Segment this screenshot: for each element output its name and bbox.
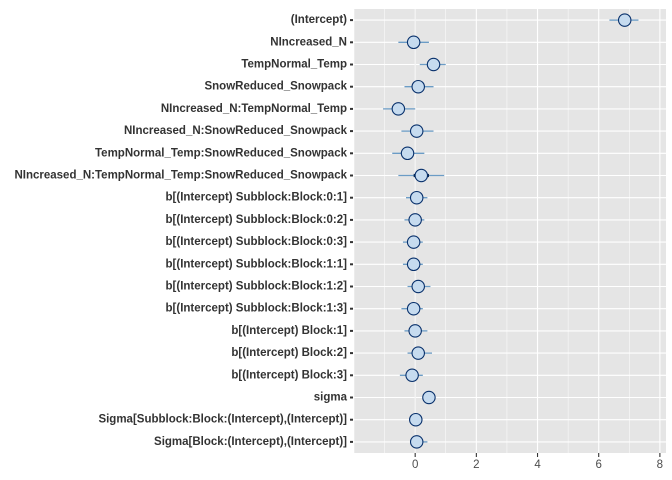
y-tick-label: b[(Intercept) Block:1] bbox=[231, 325, 347, 337]
point-estimate bbox=[409, 190, 424, 205]
y-tick-label: sigma bbox=[314, 392, 348, 404]
y-tick-label: b[(Intercept) Subblock:Block:0:1] bbox=[166, 192, 348, 204]
x-tick-label: 8 bbox=[657, 459, 663, 471]
x-tick-label: 2 bbox=[473, 459, 479, 471]
point-estimate bbox=[411, 79, 425, 94]
point-estimate bbox=[414, 168, 429, 183]
point-estimate bbox=[406, 301, 421, 316]
y-axis: (Intercept) NIncreased_N TempNormal_Temp Sn… bbox=[14, 14, 353, 448]
point-estimate bbox=[400, 146, 415, 161]
y-tick-label: TempNormal_Temp bbox=[241, 59, 347, 71]
point-estimate bbox=[411, 279, 425, 294]
y-tick-label: b[(Intercept) Subblock:Block:1:3] bbox=[166, 303, 348, 315]
y-tick-label: b[(Intercept) Subblock:Block:1:1] bbox=[166, 258, 348, 270]
point-estimate bbox=[405, 368, 419, 383]
y-tick-label: Sigma[Block:(Intercept),(Intercept)] bbox=[154, 436, 347, 448]
y-tick-label: b[(Intercept) Block:2] bbox=[231, 347, 347, 359]
y-tick-label: NIncreased_N:TempNormal_Temp:SnowReduced… bbox=[14, 170, 347, 182]
point-estimate bbox=[408, 324, 422, 338]
point-layer bbox=[391, 13, 632, 449]
x-tick-label: 6 bbox=[596, 459, 602, 471]
x-axis: 0 2 4 6 8 bbox=[412, 453, 663, 471]
y-tick-label: NIncreased_N:SnowReduced_Snowpack bbox=[124, 125, 348, 137]
point-estimate bbox=[406, 257, 421, 272]
point-estimate bbox=[408, 213, 422, 227]
point-estimate bbox=[406, 35, 421, 50]
grid-lines bbox=[353, 9, 666, 453]
y-tick-label: NIncreased_N:TempNormal_Temp bbox=[161, 103, 347, 115]
point-estimate bbox=[409, 124, 424, 138]
point-estimate bbox=[391, 102, 406, 116]
y-tick-label: Sigma[Subblock:Block:(Intercept),(Interc… bbox=[98, 414, 347, 426]
point-estimate bbox=[426, 57, 441, 72]
y-tick-label: NIncreased_N bbox=[270, 36, 347, 48]
point-estimate bbox=[422, 390, 436, 405]
point-estimate bbox=[409, 435, 424, 449]
y-tick-label: TempNormal_Temp:SnowReduced_Snowpack bbox=[95, 147, 348, 159]
point-estimate bbox=[406, 235, 421, 249]
y-tick-label: b[(Intercept) Subblock:Block:0:3] bbox=[166, 236, 348, 248]
y-tick-label: SnowReduced_Snowpack bbox=[204, 81, 347, 93]
y-tick-label: b[(Intercept) Subblock:Block:1:2] bbox=[166, 281, 348, 293]
y-tick-label: b[(Intercept) Block:3] bbox=[231, 369, 347, 381]
point-estimate bbox=[409, 412, 423, 427]
y-tick-label: (Intercept) bbox=[291, 14, 347, 26]
plot-panel bbox=[354, 9, 666, 453]
x-tick-label: 0 bbox=[412, 459, 418, 471]
y-tick-label: b[(Intercept) Subblock:Block:0:2] bbox=[166, 214, 348, 226]
point-estimate bbox=[411, 346, 425, 360]
x-tick-label: 4 bbox=[534, 459, 541, 471]
point-estimate bbox=[617, 13, 632, 27]
